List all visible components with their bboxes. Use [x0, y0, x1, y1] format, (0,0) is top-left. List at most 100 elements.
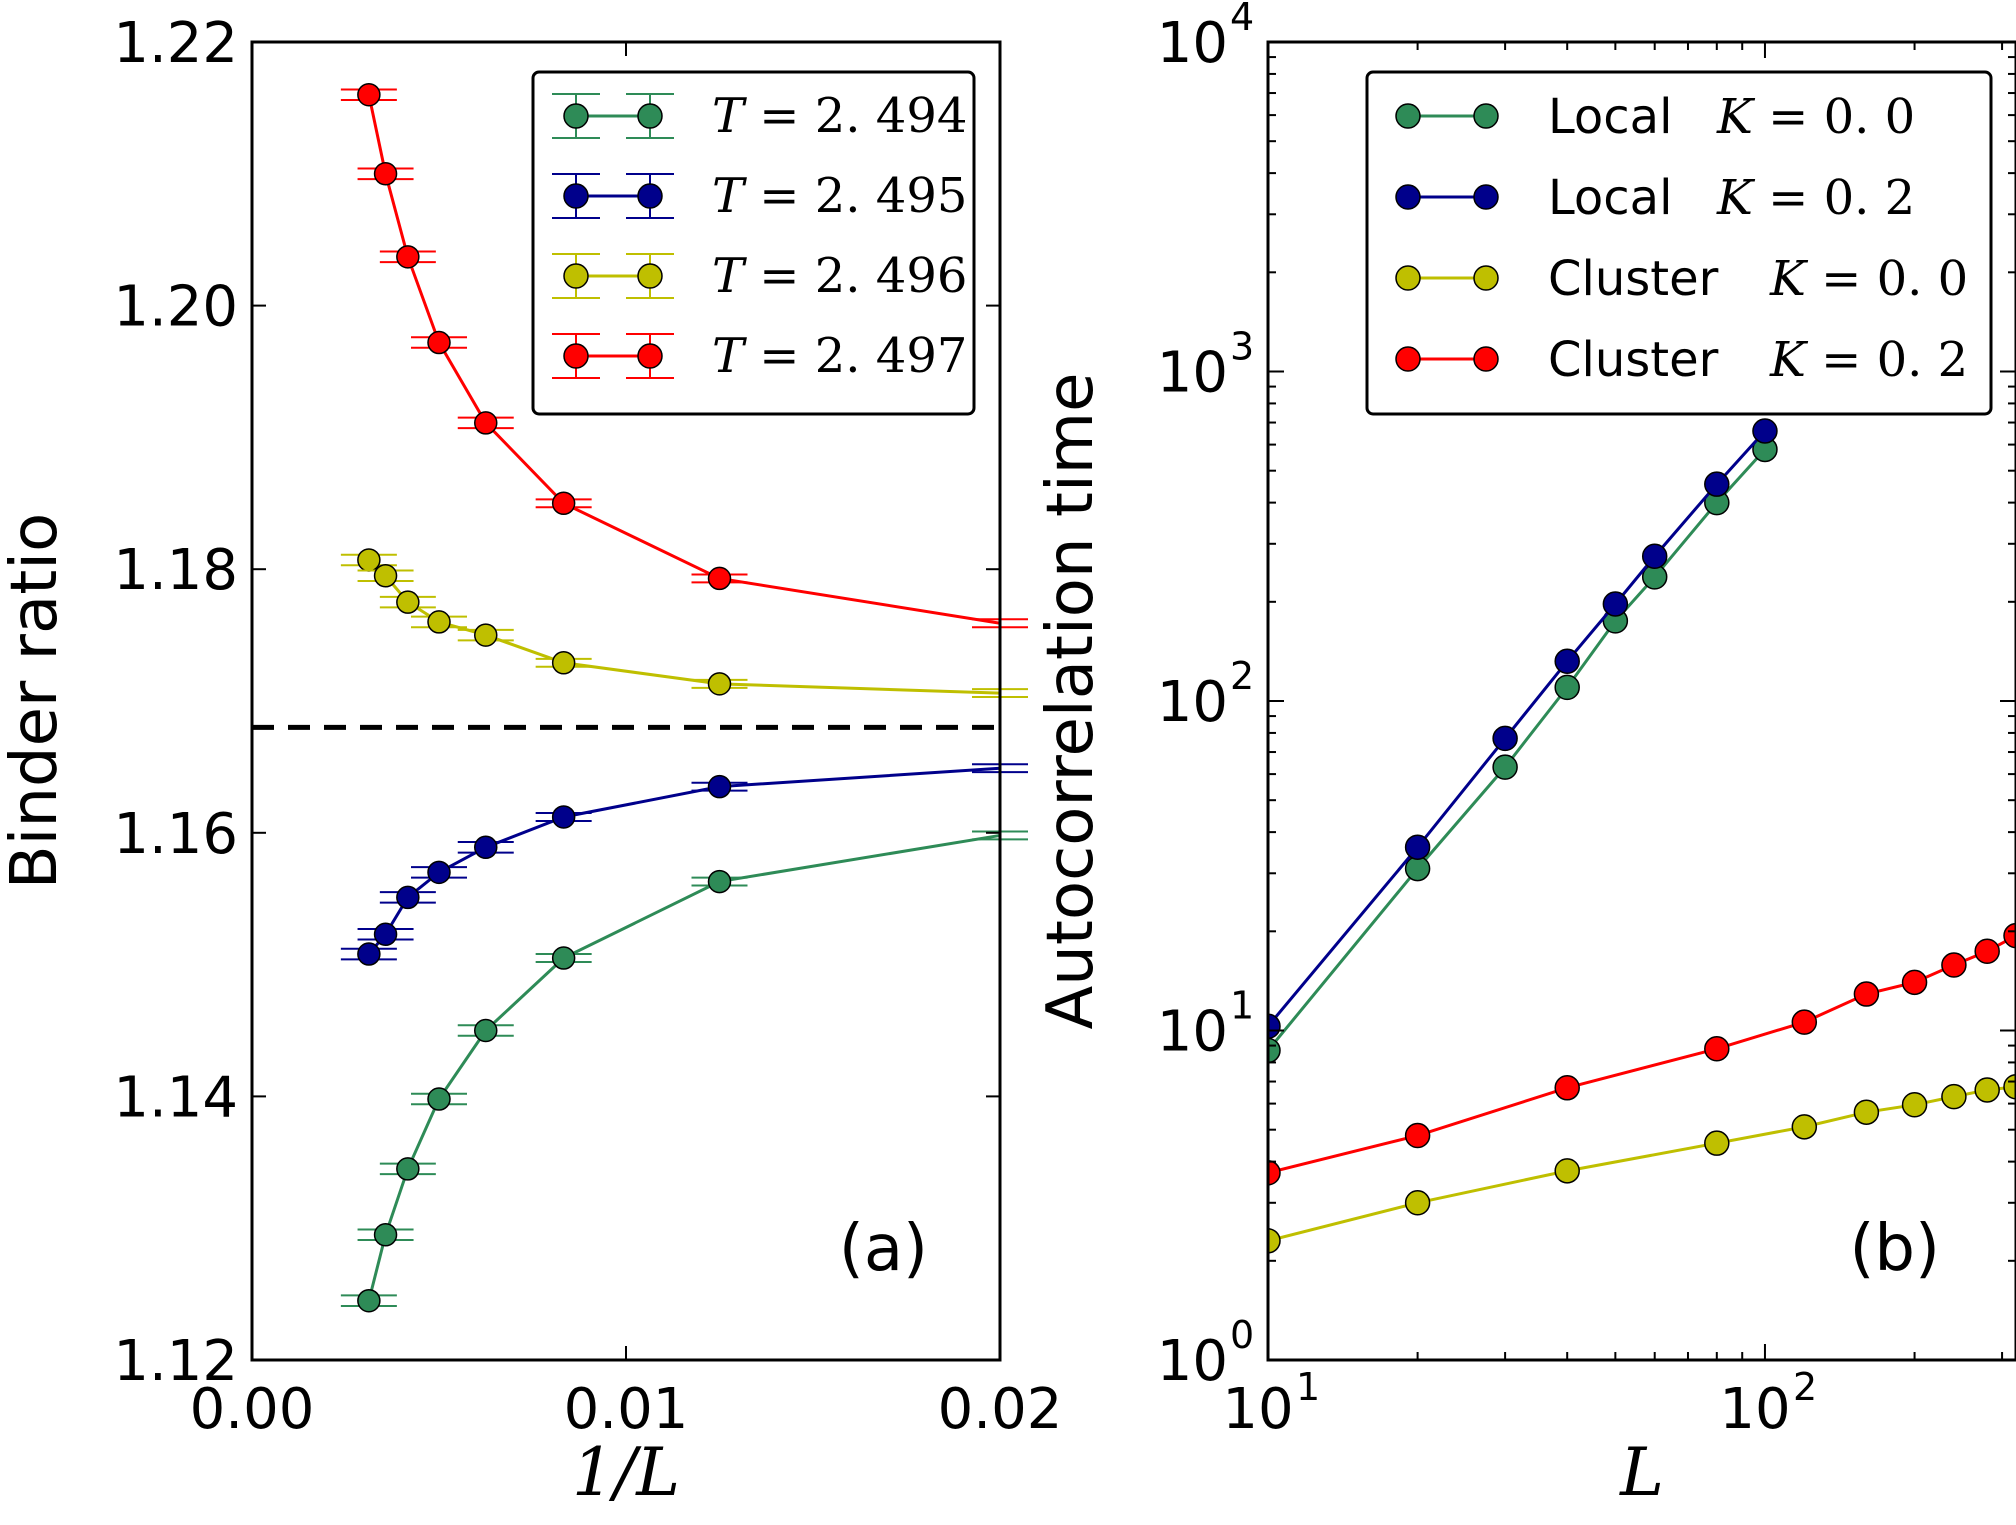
- data-point: [709, 871, 731, 893]
- series-line: [369, 768, 1000, 954]
- panel-b-autocorrelation: 10 1 10 210 010 110 210 310 4 Autocorrelation ti…: [1034, 0, 2016, 1511]
- panel-a-ytick-label: 1.16: [113, 802, 238, 867]
- series-line: [1268, 936, 2016, 1173]
- data-point: [1792, 1010, 1816, 1034]
- panel-a-ytick-label: 1.22: [113, 11, 238, 76]
- legend-label: T = 2. 497: [712, 328, 967, 384]
- data-point: [397, 1158, 419, 1180]
- panel-b-ytick-label: 10: [1157, 670, 1228, 735]
- panel-b-ytick-label-exponent: 3: [1230, 325, 1254, 369]
- panel-a-legend: T = 2. 494 T = 2. 495 T = 2. 496 T = 2. 497: [533, 72, 974, 414]
- legend-marker: [564, 184, 588, 208]
- data-point: [358, 943, 380, 965]
- legend-label: T = 2. 496: [712, 248, 967, 304]
- data-point: [1975, 1078, 1999, 1102]
- legend-marker: [638, 264, 662, 288]
- panel-a-ytick-label: 1.14: [113, 1065, 238, 1130]
- data-point: [1854, 1100, 1878, 1124]
- legend-label-text: Local: [1548, 170, 1672, 226]
- panel-a-ytick-label: 1.20: [113, 275, 238, 340]
- legend-label-math: K = 0. 2: [1716, 170, 1915, 226]
- legend-label-math: K = 0. 2: [1769, 332, 1968, 388]
- series-line: [1268, 431, 1765, 1026]
- panel-a-ytick-label: 1.18: [113, 538, 238, 603]
- panel-b-series-local-k-0-0: [1256, 437, 1777, 1062]
- data-point: [1555, 649, 1579, 673]
- data-point: [709, 673, 731, 695]
- legend-label: T = 2. 495: [712, 168, 967, 224]
- legend-marker: [564, 264, 588, 288]
- data-point: [428, 1088, 450, 1110]
- data-point: [375, 923, 397, 945]
- panel-b-xtick-label: 10: [1719, 1377, 1790, 1442]
- legend-marker: [638, 104, 662, 128]
- data-point: [2004, 1075, 2016, 1099]
- data-point: [1406, 1191, 1430, 1215]
- panel-b-legend: Local K = 0. 0 Local K = 0. 2 Cluster K = 0. …: [1367, 72, 1991, 414]
- series-line: [1268, 449, 1765, 1050]
- data-point: [1903, 1093, 1927, 1117]
- legend-marker: [1396, 104, 1420, 128]
- panel-a-xtick-label: 0.02: [938, 1377, 1063, 1442]
- panel-a-binder-ratio: 0.00 0.01 0.02 1.12 1.14 1.16 1.18 1.20 1.22 Bin…: [0, 11, 1062, 1511]
- data-point: [1705, 1131, 1729, 1155]
- data-point: [1555, 1159, 1579, 1183]
- panel-b-ytick-label-exponent: 1: [1230, 984, 1254, 1028]
- panel-b-x-axis-label: L: [1619, 1434, 1664, 1511]
- data-point: [2004, 924, 2016, 948]
- panel-b-xtick-label: 10: [1222, 1377, 1293, 1442]
- legend-label-text: Cluster: [1548, 332, 1719, 388]
- panel-a-label: (a): [839, 1212, 928, 1286]
- data-point: [1705, 1037, 1729, 1061]
- legend-marker: [1474, 104, 1498, 128]
- data-point: [1942, 953, 1966, 977]
- panel-b-ytick-label-exponent: 0: [1230, 1313, 1254, 1357]
- panel-b-ytick-label: 10: [1157, 341, 1228, 406]
- panel-b-ytick-label: 10: [1157, 1000, 1228, 1065]
- data-point: [1406, 835, 1430, 859]
- legend-marker: [564, 104, 588, 128]
- panel-a-series-t-2-495: [341, 764, 1028, 965]
- panel-b-ytick-label-exponent: 2: [1230, 654, 1254, 698]
- panel-b-series-local-k-0-2: [1256, 419, 1777, 1038]
- data-point: [375, 1224, 397, 1246]
- data-point: [553, 492, 575, 514]
- data-point: [428, 332, 450, 354]
- panel-a-ytick-label: 1.12: [113, 1329, 238, 1394]
- panel-a-y-axis-label: Binder ratio: [0, 513, 72, 889]
- data-point: [428, 861, 450, 883]
- legend-marker: [1396, 266, 1420, 290]
- data-point: [358, 84, 380, 106]
- panel-b-ytick-label: 10: [1157, 11, 1228, 76]
- legend-label: T = 2. 494: [712, 88, 967, 144]
- legend-label-text: Local: [1548, 89, 1672, 145]
- panel-b-plot-area: [1256, 419, 2016, 1253]
- data-point: [553, 652, 575, 674]
- data-point: [475, 412, 497, 434]
- legend-label-math: K = 0. 0: [1769, 251, 1968, 307]
- legend-marker: [638, 184, 662, 208]
- legend-marker: [1474, 185, 1498, 209]
- data-point: [428, 611, 450, 633]
- data-point: [1493, 726, 1517, 750]
- panel-a-x-axis-label: 1/L: [572, 1434, 680, 1511]
- data-point: [475, 624, 497, 646]
- data-point: [553, 947, 575, 969]
- legend-label-math: K = 0. 0: [1716, 89, 1915, 145]
- data-point: [375, 163, 397, 185]
- data-point: [397, 591, 419, 613]
- data-point: [1555, 1076, 1579, 1100]
- panel-b-xtick-label-exponent: 2: [1793, 1365, 1817, 1409]
- data-point: [397, 246, 419, 268]
- legend-marker: [564, 344, 588, 368]
- panel-a-series-t-2-496: [341, 549, 1028, 697]
- data-point: [1643, 544, 1667, 568]
- data-point: [475, 1020, 497, 1042]
- panel-b-xtick-label-exponent: 1: [1296, 1365, 1320, 1409]
- panel-b-y-axis-label: Autocorrelation time: [1034, 373, 1108, 1030]
- legend-marker: [1474, 347, 1498, 371]
- data-point: [358, 1290, 380, 1312]
- data-point: [553, 806, 575, 828]
- panel-b-label: (b): [1849, 1212, 1940, 1286]
- data-point: [397, 886, 419, 908]
